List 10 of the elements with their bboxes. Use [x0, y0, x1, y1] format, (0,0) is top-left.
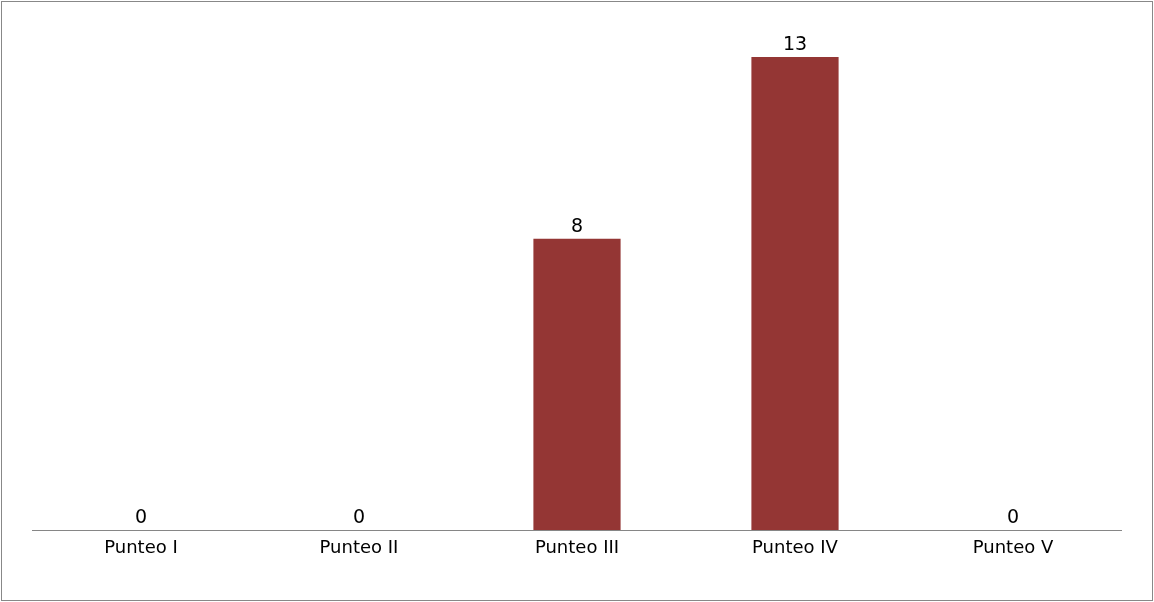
x-tick-label: Punteo III — [534, 535, 620, 557]
data-label: 0 — [352, 505, 366, 527]
x-tick-label: Punteo I — [104, 535, 178, 557]
data-label: 8 — [570, 213, 584, 236]
x-tick-label: Punteo V — [972, 535, 1054, 557]
data-label: 13 — [782, 31, 808, 54]
data-label: 0 — [1006, 505, 1020, 527]
x-tick-label: Punteo II — [319, 535, 399, 557]
x-tick-label: Punteo IV — [752, 535, 839, 557]
data-label: 0 — [134, 505, 148, 527]
